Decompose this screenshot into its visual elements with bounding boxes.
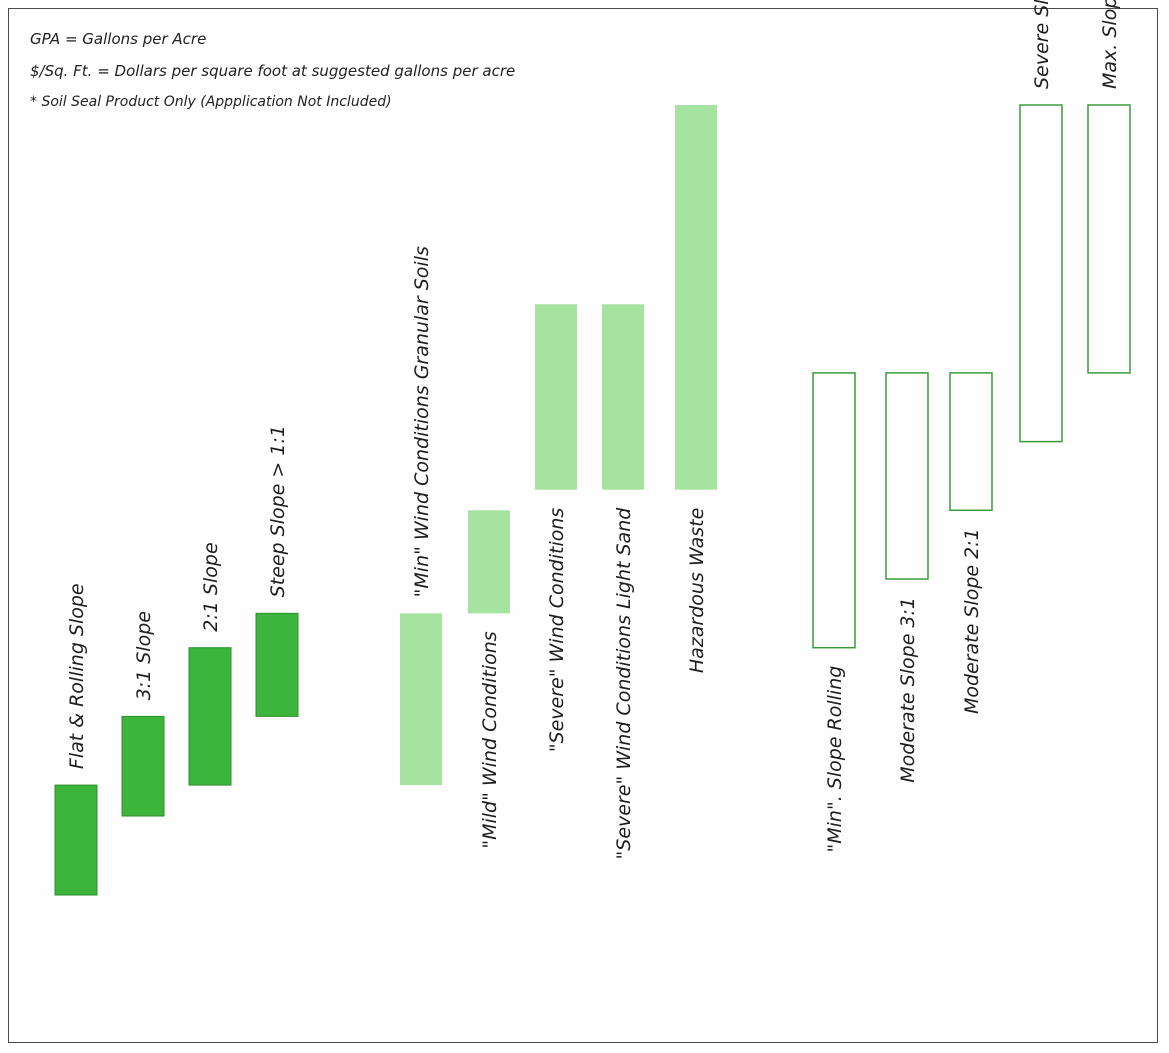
bar-severe-wind-conditions xyxy=(535,304,577,490)
bar-3-1-slope xyxy=(121,715,165,817)
label-3-1-slope: 3:1 Slope xyxy=(133,611,155,700)
label-moderate-slope-3-1: Moderate Slope 3:1 xyxy=(897,597,919,783)
label-severe-slope-1-1: Severe Slope 1:1 xyxy=(1031,0,1053,89)
note-gpa: GPA = Gallons per Acre xyxy=(30,30,207,48)
bar-severe-slope-1-1 xyxy=(1019,104,1063,443)
bar-2-1-slope xyxy=(188,647,232,786)
label-severe-wind-conditions: "Severe" Wind Conditions xyxy=(546,508,568,753)
bar-moderate-slope-3-1 xyxy=(885,372,929,580)
bar-severe-wind-conditions-light-sand xyxy=(602,304,644,490)
bar-min-wind-conditions-granular-soils xyxy=(400,613,442,786)
label-min-slope-rolling: "Min". Slope Rolling xyxy=(824,666,846,853)
bar-hazardous-waste xyxy=(675,105,717,490)
chart-frame xyxy=(8,8,1158,1043)
bar-moderate-slope-2-1 xyxy=(949,372,993,512)
bar-min-slope-rolling xyxy=(812,372,856,649)
label-mild-wind-conditions: "Mild" Wind Conditions xyxy=(479,631,501,848)
bar-mild-wind-conditions xyxy=(468,510,510,614)
bar-steep-slope-1-1 xyxy=(255,612,299,717)
label-steep-slope-1-1: Steep Slope > 1:1 xyxy=(267,425,289,597)
note-soil-seal: * Soil Seal Product Only (Appplication N… xyxy=(30,94,392,110)
label-moderate-slope-2-1: Moderate Slope 2:1 xyxy=(961,528,983,714)
note-dollars-per-sqft: $/Sq. Ft. = Dollars per square foot at s… xyxy=(30,62,516,80)
label-hazardous-waste: Hazardous Waste xyxy=(686,508,708,673)
label-2-1-slope: 2:1 Slope xyxy=(200,542,222,631)
label-severe-wind-conditions-light-sand: "Severe" Wind Conditions Light Sand xyxy=(613,507,635,860)
bar-max-slope xyxy=(1087,104,1131,374)
bar-flat-rolling-slope xyxy=(54,784,98,896)
label-max-slope: Max. Slope xyxy=(1099,0,1121,89)
label-min-wind-conditions-granular-soils: "Min" Wind Conditions Granular Soils xyxy=(411,246,433,597)
label-flat-rolling-slope: Flat & Rolling Slope xyxy=(66,583,88,769)
